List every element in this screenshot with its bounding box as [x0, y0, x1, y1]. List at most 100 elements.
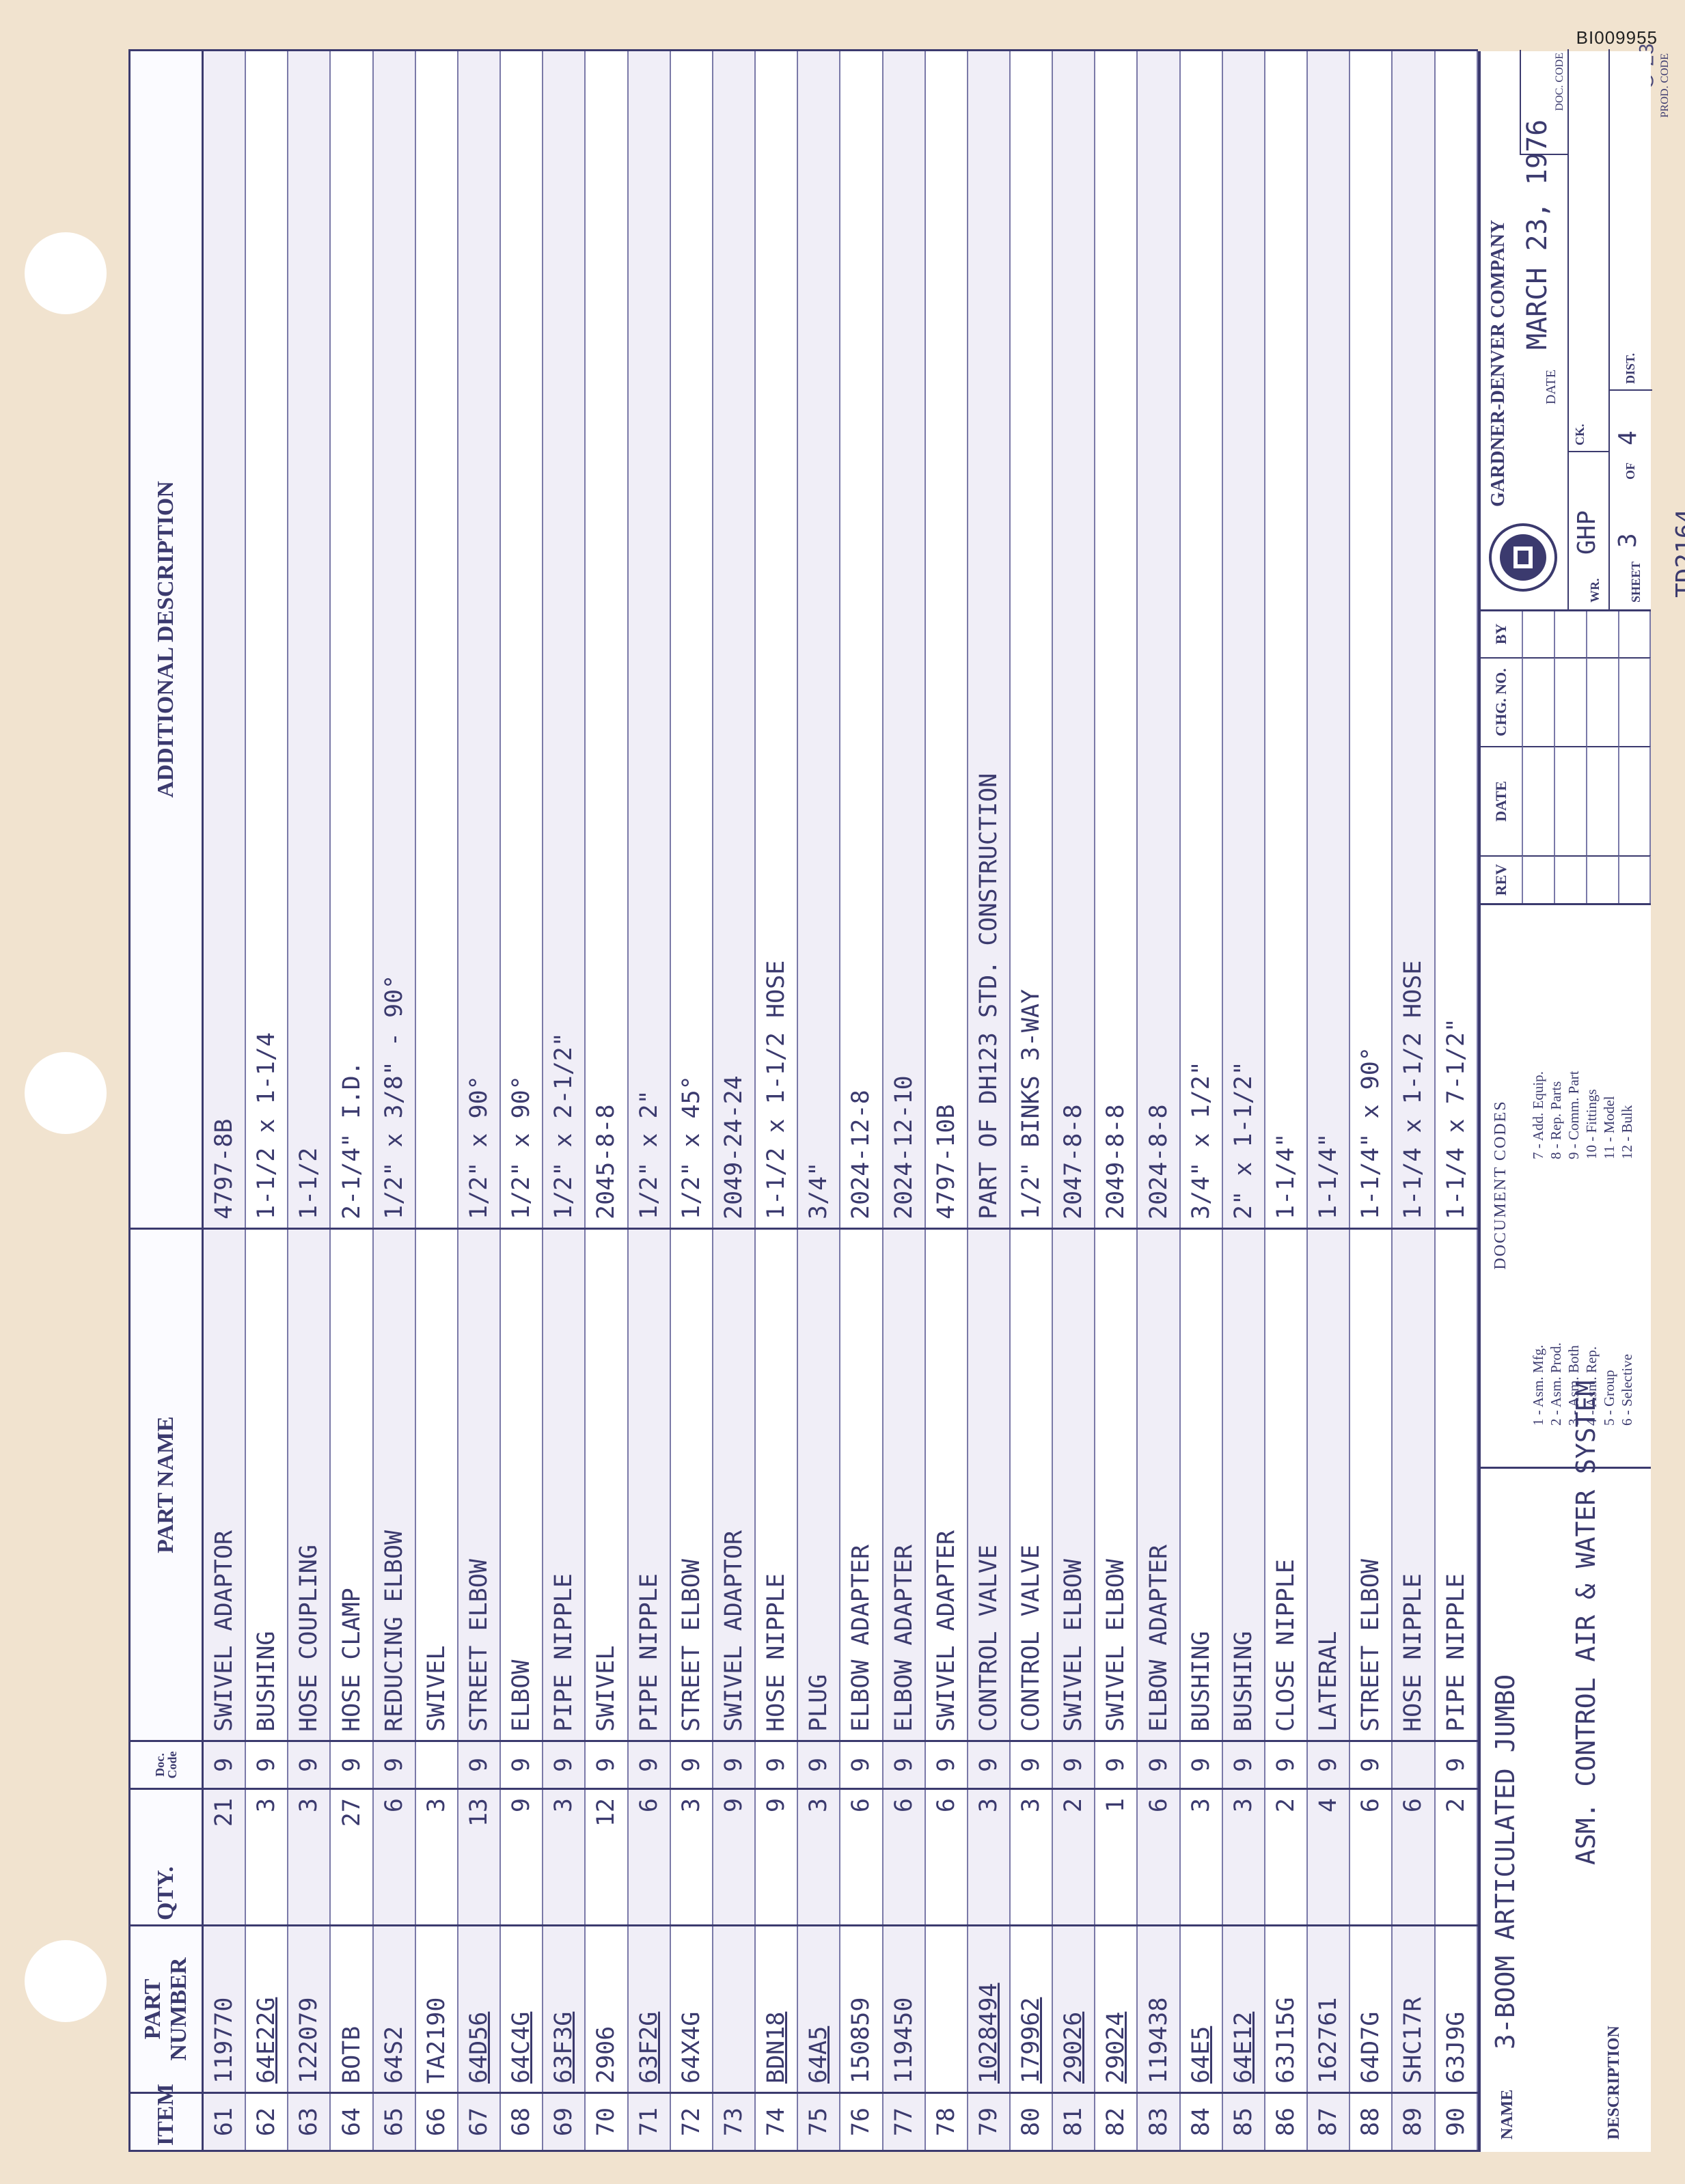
item-cell: 85: [1222, 2092, 1265, 2151]
part-number-cell: [712, 1925, 756, 2093]
part-number-cell: TA2190: [415, 1925, 458, 2093]
sheet-row: SHEET 3 OF 4 DIST.: [1608, 49, 1652, 609]
part-name-cell: CONTROL VALVE: [967, 1228, 1010, 1741]
header-item: ITEM: [129, 2084, 203, 2151]
drawing-number: TD2164: [1671, 508, 1685, 598]
part-name-cell: BUSHING: [1179, 1228, 1222, 1741]
item-cell: 65: [372, 2092, 415, 2151]
part-name-cell: SWIVEL ELBOW: [1052, 1228, 1095, 1741]
part-number-cell: 64D7G: [1350, 1925, 1393, 2093]
rev-cell: [1555, 855, 1587, 903]
description-cell: [415, 50, 458, 1229]
item-cell: 83: [1137, 2092, 1180, 2151]
rev-cell: [1523, 746, 1555, 855]
qty-cell: 9: [712, 1788, 756, 1926]
part-number-cell: 64E22G: [245, 1925, 288, 2093]
date-label: DATE: [1544, 369, 1559, 404]
table-row: 87 162761 4 9 LATERAL 1-1/4": [1307, 50, 1350, 2151]
rev-cell: [1555, 657, 1587, 746]
rev-cell: [1619, 746, 1651, 855]
parts-table-body: 61 119770 21 9 SWIVEL ADAPTOR 4797-8B 62 64E22G…: [202, 50, 1477, 2151]
item-cell: 86: [1264, 2092, 1308, 2151]
doc-code-cell: 9: [372, 1741, 415, 1789]
part-name-cell: PIPE NIPPLE: [1434, 1228, 1477, 1741]
doc-code-cell: 9: [924, 1741, 968, 1789]
part-number-cell: 64D56: [457, 1925, 501, 2093]
doc-code-cell: 9: [1137, 1741, 1180, 1789]
title-block: NAME 3-BOOM ARTICULATED JUMBO DESCRIPTIO…: [1478, 49, 1652, 2152]
description-cell: 1/2" BINKS 3-WAY: [1009, 50, 1053, 1229]
description-cell: 2049-8-8: [1095, 50, 1138, 1229]
rev-cell: [1523, 657, 1555, 746]
description-cell: 1/2" x 90°: [500, 50, 543, 1229]
qty-cell: 6: [372, 1788, 415, 1926]
table-header-row: ITEM PART NUMBER QTY. Doc. Code PART NAM…: [129, 50, 203, 2151]
doc-code-cell: [1392, 1741, 1435, 1789]
part-name-cell: SWIVEL ADAPTOR: [712, 1228, 756, 1741]
part-number-cell: 29024: [1095, 1925, 1138, 2093]
sheet-label: SHEET: [1629, 561, 1643, 603]
rev-by-header: BY: [1481, 609, 1523, 657]
qty-cell: 4: [1307, 1788, 1350, 1926]
item-cell: 76: [840, 2092, 883, 2151]
part-number-cell: 119770: [202, 1925, 246, 2093]
doc-code-cell: 9: [245, 1741, 288, 1789]
description-cell: 2047-8-8: [1052, 50, 1095, 1229]
qty-cell: 1: [1095, 1788, 1138, 1926]
table-row: 62 64E22G 3 9 BUSHING 1-1/2 x 1-1/4: [245, 50, 288, 2151]
description-cell: 1/2" x 45°: [670, 50, 713, 1229]
item-cell: 74: [755, 2092, 798, 2151]
table-row: 64 BOTB 27 9 HOSE CLAMP 2-1/4" I.D.: [330, 50, 373, 2151]
item-cell: 72: [670, 2092, 713, 2151]
description-cell: 1/2" x 2": [627, 50, 670, 1229]
qty-cell: 2: [1434, 1788, 1477, 1926]
description-cell: 3/4": [797, 50, 840, 1229]
written-by-label: WR.: [1588, 578, 1602, 603]
binder-hole-icon: [25, 1052, 107, 1134]
doc-code-cell: 9: [1350, 1741, 1393, 1789]
company-name: GARDNER-DENVER COMPANY: [1488, 219, 1509, 507]
table-row: 89 SHC17R 6 HOSE NIPPLE 1-1/4 x 1-1/2 HOSE: [1392, 50, 1435, 2151]
company-seal-icon: [1489, 523, 1557, 592]
item-cell: 79: [967, 2092, 1010, 2151]
table-row: 66 TA2190 3 SWIVEL: [415, 50, 458, 2151]
description-cell: 2024-8-8: [1137, 50, 1180, 1229]
document-code-item: 2 - Asm. Prod.: [1548, 1342, 1564, 1426]
doc-code-cell: 9: [500, 1741, 543, 1789]
qty-cell: 3: [1009, 1788, 1053, 1926]
description-cell: 2024-12-8: [840, 50, 883, 1229]
part-number-cell: 63J9G: [1434, 1925, 1477, 2093]
document-codes-box: DOCUMENT CODES 1 - Asm. Mfg. 2 - Asm. Pr…: [1481, 903, 1651, 1469]
item-cell: 82: [1095, 2092, 1138, 2151]
table-row: 67 64D56 13 9 STREET ELBOW 1/2" x 90°: [457, 50, 501, 2151]
prod-code-label: PROD. CODE: [1659, 53, 1671, 118]
part-name-cell: CLOSE NIPPLE: [1264, 1228, 1308, 1741]
part-number-cell: 64X4G: [670, 1925, 713, 2093]
item-cell: 73: [712, 2092, 756, 2151]
table-row: 63 122079 3 9 HOSE COUPLING 1-1/2: [288, 50, 331, 2151]
qty-cell: 3: [967, 1788, 1010, 1926]
distribution-cell: DIST.: [1610, 260, 1652, 391]
qty-cell: 9: [755, 1788, 798, 1926]
description-label: DESCRIPTION: [1605, 2026, 1623, 2140]
document-code-item: 7 - Add. Equip.: [1530, 1071, 1546, 1159]
rev-change-number-header: CHG. NO.: [1481, 657, 1523, 746]
parts-table: ITEM PART NUMBER QTY. Doc. Code PART NAM…: [128, 49, 1478, 2152]
table-row: 84 64E5 3 9 BUSHING 3/4" x 1/2": [1179, 50, 1222, 2151]
part-number-cell: 64E12: [1222, 1925, 1265, 2093]
doc-code-cell: 9: [1222, 1741, 1265, 1789]
description-cell: 1-1/4 x 1-1/2 HOSE: [1392, 50, 1435, 1229]
qty-cell: 6: [1137, 1788, 1180, 1926]
table-row: 79 1028494 3 9 CONTROL VALVE PART OF DH123 ST…: [967, 50, 1010, 2151]
doc-code-cell: 9: [1009, 1741, 1053, 1789]
part-name-cell: PLUG: [797, 1228, 840, 1741]
part-name-cell: REDUCING ELBOW: [372, 1228, 415, 1741]
part-name-cell: HOSE COUPLING: [288, 1228, 331, 1741]
table-row: 85 64E12 3 9 BUSHING 2" x 1-1/2": [1222, 50, 1265, 2151]
doc-code-cell: 9: [967, 1741, 1010, 1789]
doc-code-cell: 9: [755, 1741, 798, 1789]
part-number-cell: 119450: [882, 1925, 925, 2093]
document-code-item: 12 - Bulk: [1619, 1105, 1635, 1159]
table-row: 68 64C4G 9 9 ELBOW 1/2" x 90°: [500, 50, 543, 2151]
qty-cell: 12: [585, 1788, 628, 1926]
